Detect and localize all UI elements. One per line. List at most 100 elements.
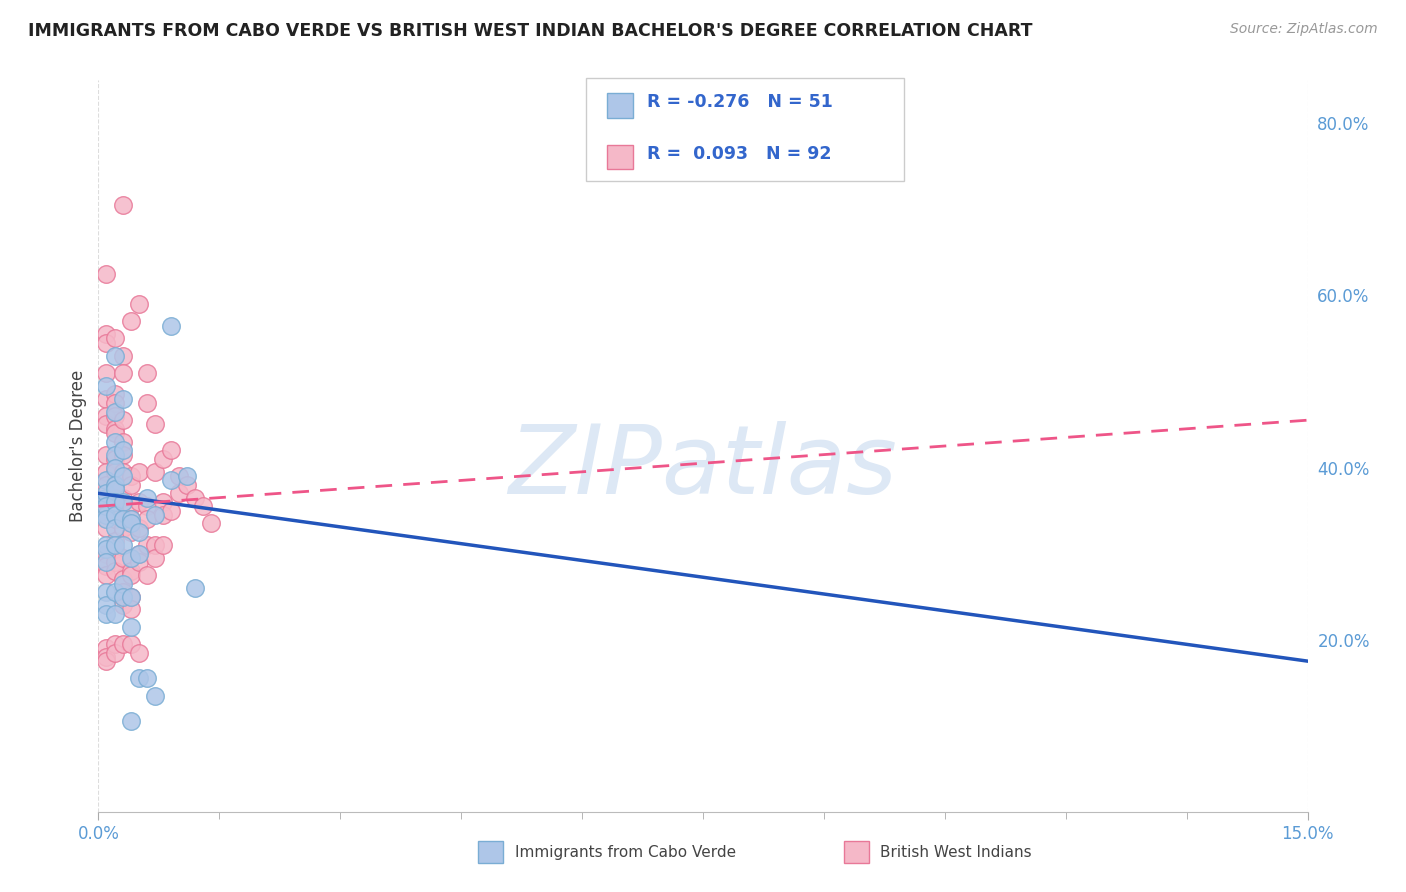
Point [96,392,118,406]
Point [103,396,125,410]
Point [111,495,134,509]
Point [103,555,125,569]
Point [184,581,207,595]
Point [103,477,125,491]
Point [135,366,157,380]
Point [111,637,134,651]
Text: R = -0.276   N = 51: R = -0.276 N = 51 [647,93,832,111]
Point [96,512,118,526]
Point [103,434,125,449]
Point [128,521,150,535]
Point [111,550,134,565]
Point [103,404,125,418]
Point [120,602,142,616]
Point [160,443,183,458]
Point [96,327,118,342]
Point [111,434,134,449]
Point [96,474,118,488]
Point [103,409,125,423]
Point [103,564,125,578]
Point [167,469,190,483]
Point [184,491,207,505]
Point [96,598,118,612]
Point [120,568,142,582]
Point [167,486,190,500]
Point [96,521,118,535]
Point [111,576,134,591]
Point [120,637,142,651]
Point [128,524,150,539]
Point [111,413,134,427]
Point [111,512,134,526]
Point [135,568,157,582]
Point [103,422,125,436]
Point [111,443,134,458]
Point [160,503,183,517]
Point [111,585,134,599]
Point [135,491,157,505]
Point [135,500,157,514]
Text: IMMIGRANTS FROM CABO VERDE VS BRITISH WEST INDIAN BACHELOR'S DEGREE CORRELATION : IMMIGRANTS FROM CABO VERDE VS BRITISH WE… [28,22,1032,40]
Point [103,646,125,660]
Point [96,607,118,621]
Point [96,495,118,509]
Point [103,331,125,345]
Point [111,198,134,212]
Point [103,533,125,548]
Point [128,495,150,509]
Point [143,550,166,565]
Point [160,318,183,333]
Point [103,448,125,462]
Point [120,516,142,531]
Text: Source: ZipAtlas.com: Source: ZipAtlas.com [1230,22,1378,37]
Point [103,482,125,496]
Point [103,538,125,552]
Point [193,500,215,514]
Point [128,465,150,479]
Point [103,349,125,363]
Point [111,590,134,604]
Point [96,500,118,514]
Point [120,590,142,604]
Point [96,378,118,392]
Point [103,465,125,479]
Point [103,426,125,441]
Point [160,474,183,488]
Point [111,521,134,535]
Point [111,598,134,612]
Point [120,564,142,578]
Point [111,469,134,483]
Point [111,448,134,462]
Point [96,508,118,522]
Point [103,451,125,466]
Point [111,349,134,363]
Point [111,590,134,604]
Point [143,417,166,432]
Point [96,585,118,599]
Point [120,512,142,526]
Point [103,508,125,522]
Point [96,417,118,432]
Point [96,654,118,668]
Point [120,512,142,526]
Point [103,521,125,535]
Point [96,477,118,491]
Point [128,555,150,569]
Point [103,637,125,651]
Point [103,503,125,517]
Point [96,559,118,574]
Point [111,491,134,505]
Point [96,641,118,656]
Point [152,495,174,509]
Point [96,547,118,561]
Point [128,547,150,561]
Point [111,573,134,587]
Point [143,465,166,479]
Point [120,714,142,729]
Point [103,387,125,401]
Point [103,512,125,526]
Point [103,542,125,557]
Y-axis label: Bachelor's Degree: Bachelor's Degree [69,370,87,522]
Point [96,465,118,479]
Point [143,508,166,522]
